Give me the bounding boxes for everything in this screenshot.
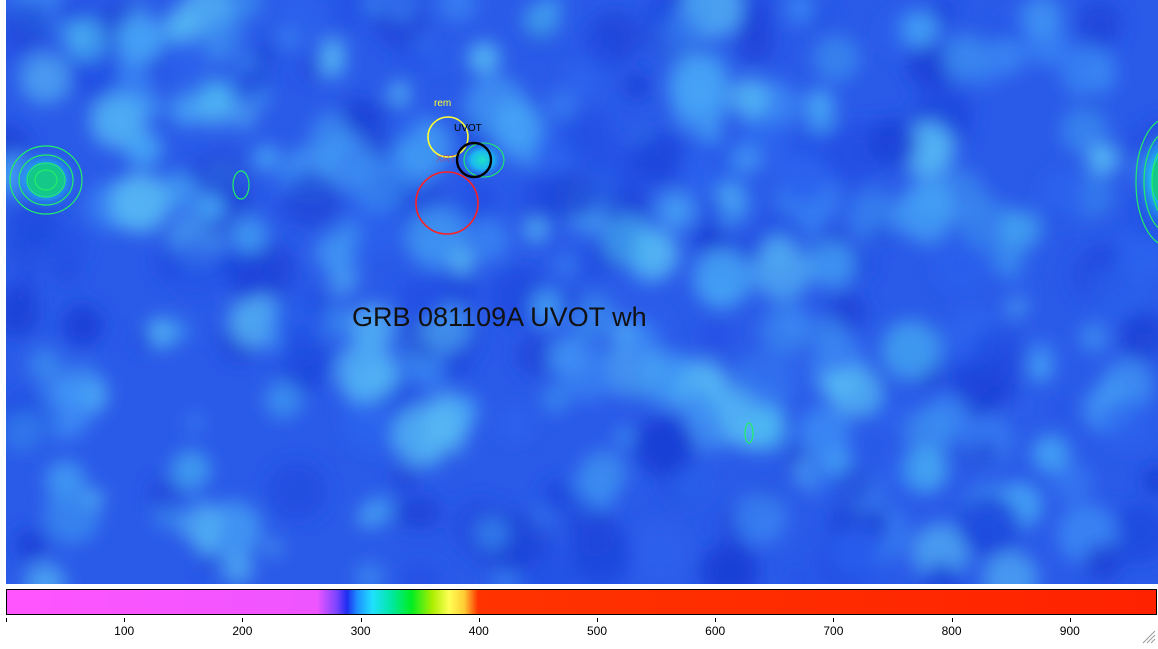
colorbar-tick-label: 800 [941,624,962,638]
rem-region-label: rem [434,98,451,109]
contour-ring [9,145,83,215]
colorbar-tick-mark [951,618,953,622]
contour-ring [744,422,754,444]
resize-grip-icon[interactable] [1140,628,1156,644]
sky-image[interactable]: rem UVOT XRT GRB 081109A UVOT wh [6,0,1158,584]
colorbar-tick-label: 300 [350,624,371,638]
contour-layer [9,120,1158,444]
xrt-region-label: XRT [436,154,456,165]
colorbar-tick-mark [833,618,835,622]
image-title-overlay: GRB 081109A UVOT wh [352,302,647,332]
colorbar-tick-mark [124,618,126,622]
colorbar-tick-mark [242,618,244,622]
colorbar-tick-label: 900 [1059,624,1080,638]
contour-ring [1151,152,1158,212]
colorbar-tick-mark [1069,618,1071,622]
colorbar-tick-label: 600 [705,624,726,638]
colorbar-tick-mark [715,618,717,622]
colorbar[interactable] [6,589,1157,615]
colorbar-axis: 100 200 300 400 500 600 700 800 900 [0,618,1158,646]
colorbar-tick-mark [478,618,480,622]
xrt-region-circle[interactable] [415,171,479,235]
source-core-left [28,164,64,196]
contour-ring [463,142,505,178]
colorbar-tick-label: 700 [823,624,844,638]
contour-ring [34,169,58,191]
contour-ring [1143,135,1158,229]
contour-ring [232,170,250,200]
rem-region-circle[interactable] [427,116,469,158]
colorbar-gradient [7,590,1156,614]
uvot-region-circle[interactable] [455,141,493,179]
colorbar-tick-label: 500 [586,624,608,638]
uvot-region-label: UVOT [454,123,482,134]
sky-noise-texture [6,0,1158,584]
colorbar-tick-label: 200 [232,624,253,638]
colorbar-tick-label: 100 [114,624,135,638]
region-layer[interactable]: rem UVOT XRT [415,98,493,235]
colorbar-tick-label: 400 [468,624,489,638]
target-source-glow [458,140,506,180]
colorbar-tick-mark [360,618,362,622]
contour-ring [1135,120,1158,244]
colorbar-tick-mark [597,618,598,622]
contour-ring [26,162,66,198]
colorbar-tick-mark [6,618,7,622]
contour-ring [18,154,74,206]
sky-image-panel[interactable]: rem UVOT XRT GRB 081109A UVOT wh [6,0,1158,584]
